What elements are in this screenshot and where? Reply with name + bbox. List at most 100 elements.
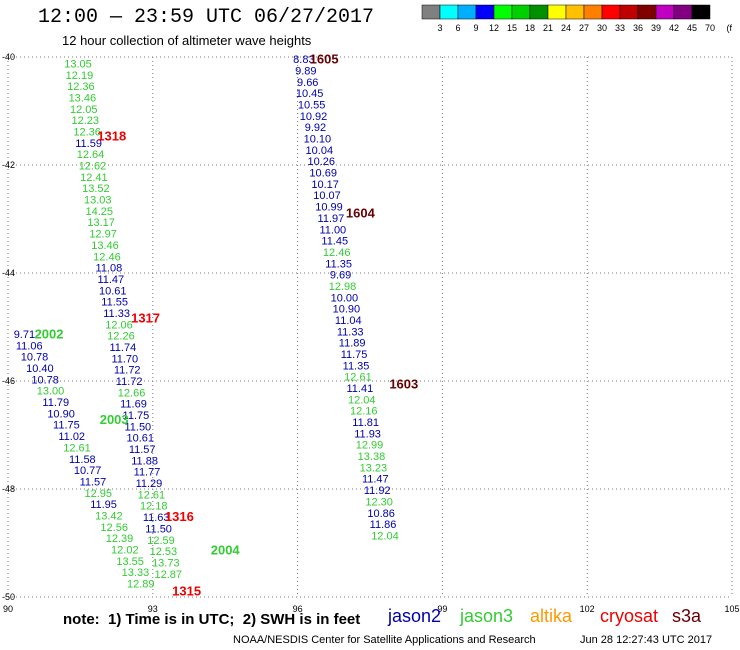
wave-height-value: 10.07 xyxy=(313,190,341,202)
pass-number-label: 1605 xyxy=(310,52,339,67)
pass-number-label: 2002 xyxy=(35,326,64,341)
wave-height-value: 9.89 xyxy=(295,66,316,78)
colorbar-label: 21 xyxy=(543,23,553,33)
wave-height-value: 13.33 xyxy=(122,567,150,579)
wave-height-value: 9.71 xyxy=(14,329,35,341)
wave-height-value: 10.40 xyxy=(26,363,54,375)
wave-height-value: 11.59 xyxy=(75,138,102,150)
wave-height-value: 11.77 xyxy=(134,467,161,479)
wave-height-value: 10.92 xyxy=(300,111,328,123)
colorbar-label: 24 xyxy=(561,23,571,33)
wave-height-value: 12.39 xyxy=(106,533,134,545)
wave-height-value: 12.61 xyxy=(138,489,166,501)
wave-height-value: 13.46 xyxy=(69,93,97,105)
wave-height-value: 11.06 xyxy=(16,340,43,352)
colorbar-label: 42 xyxy=(669,23,679,33)
wave-height-value: 14.25 xyxy=(85,206,113,218)
wave-height-value: 11.47 xyxy=(97,274,124,286)
wave-height-value: 13.52 xyxy=(82,183,110,195)
wave-height-value: 11.89 xyxy=(339,338,366,350)
wave-height-value: 11.33 xyxy=(337,326,364,338)
x-tick-label: 99 xyxy=(437,604,447,614)
wave-height-value: 9.69 xyxy=(330,270,351,282)
wave-height-value: 11.47 xyxy=(362,474,389,486)
legend-jason3: jason3 xyxy=(460,606,514,626)
colorbar-label: 30 xyxy=(597,23,607,33)
wave-height-value: 11.70 xyxy=(111,353,138,365)
wave-height-value: 12.36 xyxy=(73,127,101,139)
wave-height-value: 11.74 xyxy=(110,342,137,354)
generation-timestamp: Jun 28 12:27:43 UTC 2017 xyxy=(580,634,713,646)
wave-height-value: 10.78 xyxy=(31,374,59,386)
wave-height-value: 11.50 xyxy=(124,421,151,433)
pass-number-label: 1315 xyxy=(172,584,201,599)
wave-height-value: 13.42 xyxy=(95,510,123,522)
wave-height-value: 9.92 xyxy=(305,122,326,134)
legend-altika: altika xyxy=(530,606,573,626)
wave-height-value: 11.75 xyxy=(341,349,368,361)
wave-height-value: 10.55 xyxy=(298,100,326,112)
wave-height-value: 12.98 xyxy=(329,281,357,293)
wave-height-value: 12.06 xyxy=(105,319,133,331)
wave-height-value: 13.23 xyxy=(360,462,388,474)
wave-height-value: 11.92 xyxy=(364,485,391,497)
x-tick-label: 105 xyxy=(724,604,739,614)
wave-height-value: 11.55 xyxy=(101,297,128,309)
colorbar-label: 70 xyxy=(705,23,715,33)
colorbar-label: 39 xyxy=(651,23,661,33)
wave-height-value: 12.89 xyxy=(127,579,155,591)
wave-height-value: 13.38 xyxy=(358,451,386,463)
wave-height-value: 12.02 xyxy=(111,544,139,556)
chart-title: 12:00 — 23:59 UTC 06/27/2017 xyxy=(38,6,375,29)
chart-subtitle: 12 hour collection of altimeter wave hei… xyxy=(62,33,312,48)
wave-height-value: 12.61 xyxy=(344,372,372,384)
wave-height-value: 13.46 xyxy=(91,240,119,252)
colorbar-label: 45 xyxy=(687,23,697,33)
wave-height-value: 13.00 xyxy=(37,386,65,398)
y-tick-label: -48 xyxy=(2,484,15,494)
pass-number-label: 2003 xyxy=(100,412,129,427)
wave-height-value: 10.00 xyxy=(331,292,359,304)
wave-height-value: 11.57 xyxy=(80,476,107,488)
wave-height-value: 11.33 xyxy=(103,308,130,320)
colorbar-label: 18 xyxy=(525,23,535,33)
wave-height-value: 11.93 xyxy=(354,428,381,440)
wave-height-value: 11.58 xyxy=(69,454,96,466)
wave-height-value: 12.62 xyxy=(79,161,107,173)
legend-s3a: s3a xyxy=(672,606,702,626)
wave-height-value: 12.30 xyxy=(365,496,393,508)
footer-note: note: 1) Time is in UTC; 2) SWH is in fe… xyxy=(63,611,361,628)
wave-height-value: 10.17 xyxy=(311,179,339,191)
wave-height-value: 13.05 xyxy=(64,58,92,70)
wave-height-value: 11.00 xyxy=(319,224,346,236)
wave-height-value: 13.55 xyxy=(116,556,144,568)
wave-height-value: 10.78 xyxy=(21,352,49,364)
colorbar-label: 3 xyxy=(437,23,442,33)
wave-height-value: 11.57 xyxy=(129,444,156,456)
x-tick-label: 90 xyxy=(3,604,13,614)
colorbar-label: 36 xyxy=(633,23,643,33)
wave-height-value: 12.95 xyxy=(84,488,112,500)
wave-height-value: 12.46 xyxy=(93,251,121,263)
wave-height-value: 11.95 xyxy=(90,499,117,511)
colorbar-label: (ft) xyxy=(727,23,733,33)
wave-height-value: 11.79 xyxy=(42,397,69,409)
y-tick-label: -42 xyxy=(2,160,15,170)
colorbar-label: 6 xyxy=(455,23,460,33)
wave-height-value: 11.50 xyxy=(145,523,172,535)
wave-height-value: 10.90 xyxy=(333,304,361,316)
y-tick-label: -40 xyxy=(2,52,15,62)
wave-height-value: 11.02 xyxy=(58,431,85,443)
wave-height-value: 9.66 xyxy=(297,77,318,89)
wave-height-value: 11.72 xyxy=(114,365,141,377)
wave-height-value: 11.97 xyxy=(318,213,345,225)
wave-height-value: 10.86 xyxy=(367,508,395,520)
wave-height-value: 11.04 xyxy=(335,315,362,327)
colorbar-label: 33 xyxy=(615,23,625,33)
wave-height-value: 11.35 xyxy=(325,258,352,270)
wave-height-value: 12.19 xyxy=(66,70,94,82)
wave-height-value: 10.90 xyxy=(47,408,75,420)
wave-height-value: 11.41 xyxy=(347,383,374,395)
wave-height-value: 10.26 xyxy=(307,156,335,168)
wave-height-value: 11.72 xyxy=(116,376,143,388)
